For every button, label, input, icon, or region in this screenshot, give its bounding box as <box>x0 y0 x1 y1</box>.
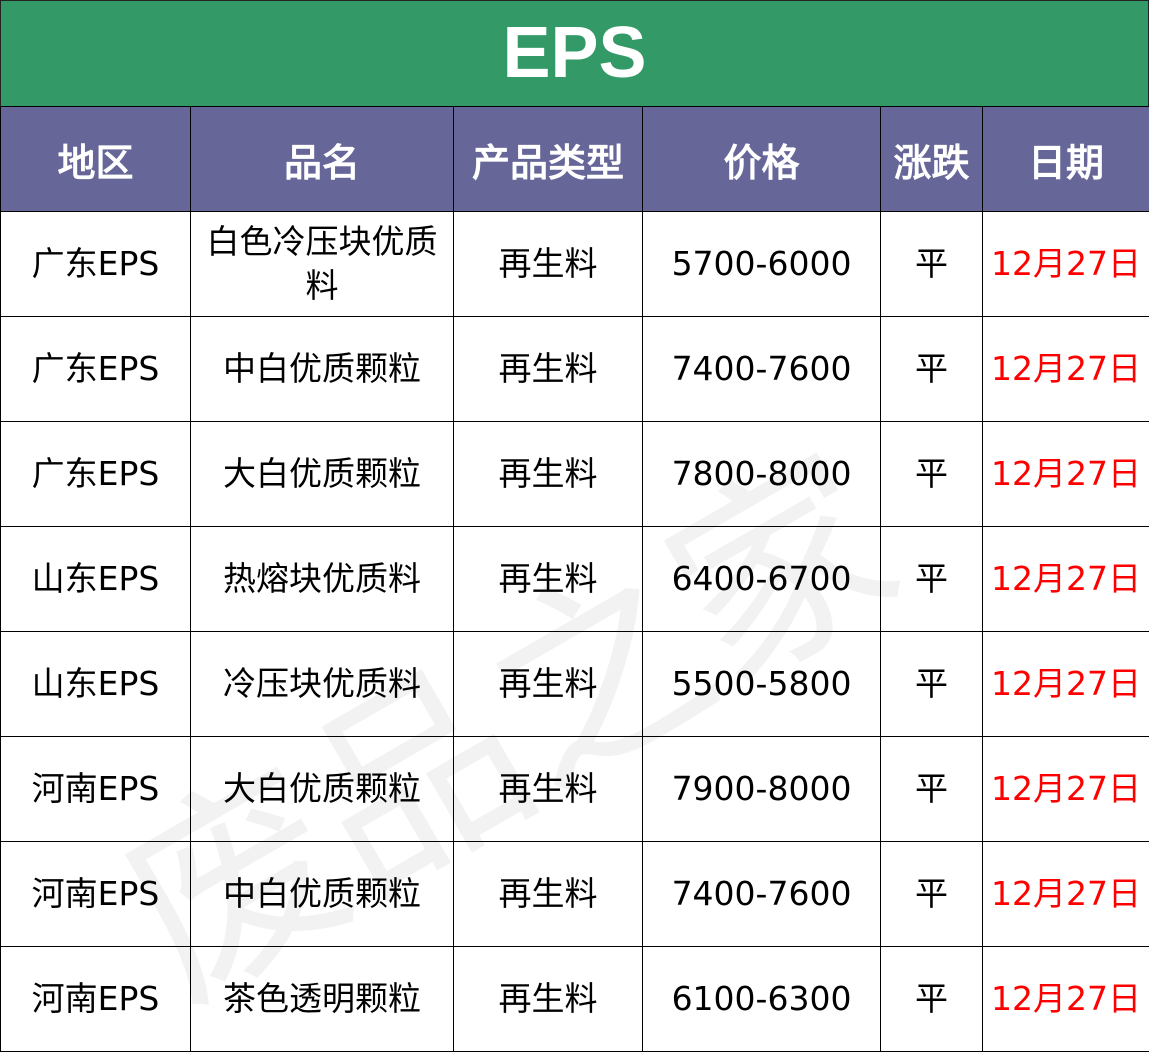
header-change: 涨跌 <box>880 106 983 212</box>
table-title: EPS <box>0 0 1149 107</box>
cell-change: 平 <box>880 316 983 422</box>
cell-change: 平 <box>880 736 983 842</box>
header-row: 地区 品名 产品类型 价格 涨跌 日期 <box>0 106 1149 212</box>
cell-name: 白色冷压块优质料 <box>190 211 454 317</box>
cell-name: 冷压块优质料 <box>190 631 454 737</box>
header-region: 地区 <box>0 106 191 212</box>
cell-region: 山东EPS <box>0 526 191 632</box>
table-row: 河南EPS 大白优质颗粒 再生料 7900-8000 平 12月27日 <box>0 736 1149 842</box>
header-name: 品名 <box>190 106 454 212</box>
table-row: 山东EPS 冷压块优质料 再生料 5500-5800 平 12月27日 <box>0 631 1149 737</box>
cell-change: 平 <box>880 631 983 737</box>
cell-price: 5500-5800 <box>642 631 881 737</box>
cell-price: 7800-8000 <box>642 421 881 527</box>
price-table: 地区 品名 产品类型 价格 涨跌 日期 广东EPS 白色冷压块优质料 再生料 5700… <box>0 106 1149 1052</box>
cell-name: 茶色透明颗粒 <box>190 946 454 1052</box>
cell-change: 平 <box>880 841 983 947</box>
cell-region: 广东EPS <box>0 421 191 527</box>
cell-price: 7400-7600 <box>642 841 881 947</box>
header-type: 产品类型 <box>453 106 643 212</box>
cell-type: 再生料 <box>453 946 643 1052</box>
cell-date: 12月27日 <box>982 841 1149 947</box>
cell-type: 再生料 <box>453 841 643 947</box>
table-row: 山东EPS 热熔块优质料 再生料 6400-6700 平 12月27日 <box>0 526 1149 632</box>
cell-change: 平 <box>880 211 983 317</box>
cell-type: 再生料 <box>453 631 643 737</box>
cell-name: 大白优质颗粒 <box>190 736 454 842</box>
header-price: 价格 <box>642 106 881 212</box>
cell-type: 再生料 <box>453 211 643 317</box>
cell-date: 12月27日 <box>982 736 1149 842</box>
cell-type: 再生料 <box>453 526 643 632</box>
table-row: 河南EPS 茶色透明颗粒 再生料 6100-6300 平 12月27日 <box>0 946 1149 1052</box>
table-row: 河南EPS 中白优质颗粒 再生料 7400-7600 平 12月27日 <box>0 841 1149 947</box>
cell-name: 热熔块优质料 <box>190 526 454 632</box>
cell-region: 山东EPS <box>0 631 191 737</box>
cell-type: 再生料 <box>453 316 643 422</box>
cell-date: 12月27日 <box>982 421 1149 527</box>
cell-region: 河南EPS <box>0 841 191 947</box>
cell-price: 7400-7600 <box>642 316 881 422</box>
cell-date: 12月27日 <box>982 211 1149 317</box>
cell-name: 中白优质颗粒 <box>190 841 454 947</box>
cell-region: 河南EPS <box>0 946 191 1052</box>
cell-name: 大白优质颗粒 <box>190 421 454 527</box>
cell-name: 中白优质颗粒 <box>190 316 454 422</box>
table-row: 广东EPS 中白优质颗粒 再生料 7400-7600 平 12月27日 <box>0 316 1149 422</box>
cell-region: 广东EPS <box>0 316 191 422</box>
cell-type: 再生料 <box>453 736 643 842</box>
cell-price: 6100-6300 <box>642 946 881 1052</box>
cell-type: 再生料 <box>453 421 643 527</box>
cell-price: 7900-8000 <box>642 736 881 842</box>
header-date: 日期 <box>982 106 1149 212</box>
table-row: 广东EPS 大白优质颗粒 再生料 7800-8000 平 12月27日 <box>0 421 1149 527</box>
cell-date: 12月27日 <box>982 526 1149 632</box>
cell-date: 12月27日 <box>982 316 1149 422</box>
cell-date: 12月27日 <box>982 631 1149 737</box>
cell-change: 平 <box>880 526 983 632</box>
cell-region: 河南EPS <box>0 736 191 842</box>
cell-price: 5700-6000 <box>642 211 881 317</box>
cell-change: 平 <box>880 421 983 527</box>
cell-date: 12月27日 <box>982 946 1149 1052</box>
table-row: 广东EPS 白色冷压块优质料 再生料 5700-6000 平 12月27日 <box>0 211 1149 317</box>
cell-change: 平 <box>880 946 983 1052</box>
cell-region: 广东EPS <box>0 211 191 317</box>
cell-price: 6400-6700 <box>642 526 881 632</box>
